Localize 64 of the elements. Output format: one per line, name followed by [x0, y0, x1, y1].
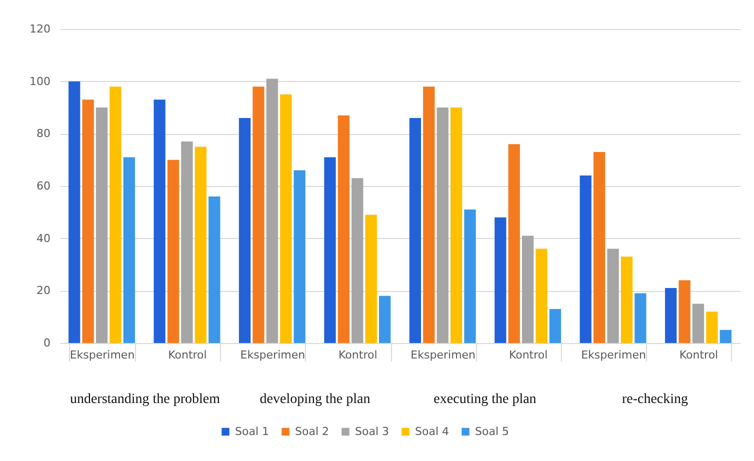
legend-label: Soal 1: [235, 424, 270, 438]
bar: [692, 304, 704, 343]
bar: [634, 293, 646, 343]
bar: [536, 248, 548, 343]
y-tick-label: 0: [44, 336, 50, 350]
x-tick-label: Eksperimen: [240, 348, 306, 362]
y-tick-label: 80: [36, 127, 50, 140]
bar: [208, 196, 220, 343]
x-tick-label: Kontrol: [508, 348, 548, 362]
bar: [194, 146, 206, 343]
bar: [620, 256, 633, 343]
bar: [665, 288, 677, 343]
bar: [154, 100, 166, 343]
bar: [68, 81, 80, 343]
bar: [280, 94, 292, 343]
bar: [266, 78, 278, 343]
bar: [378, 296, 391, 343]
bar: [580, 176, 592, 343]
x-tick-label: Eksperimen: [581, 348, 646, 362]
bar: [324, 157, 336, 343]
x-tick-label: Kontrol: [168, 348, 207, 362]
bar: [508, 144, 520, 343]
x-tick-label: Eksperimen: [410, 348, 476, 362]
legend-label: Soal 2: [295, 424, 330, 438]
bar: [167, 160, 180, 343]
x-tick-label: Kontrol: [338, 348, 378, 362]
bar: [522, 236, 534, 343]
x-tick-label: Eksperimen: [70, 348, 135, 362]
bar: [352, 178, 364, 343]
text: understanding the problem: [70, 392, 220, 408]
bar: [436, 108, 448, 343]
bar: [238, 118, 251, 343]
y-tick-label: 120: [30, 22, 50, 36]
bar: [181, 142, 193, 343]
bar: [409, 118, 422, 343]
text: developing the plan: [260, 392, 370, 408]
bar: [338, 115, 350, 343]
bar: [294, 170, 306, 343]
bar: [494, 217, 506, 343]
bar: [123, 157, 135, 343]
bar: [594, 152, 606, 343]
legend-label: Soal 4: [415, 424, 450, 438]
bar: [464, 210, 476, 343]
legend-label: Soal 5: [475, 424, 510, 438]
bar: [96, 108, 108, 343]
bar: [450, 108, 462, 343]
y-tick-label: 60: [36, 180, 50, 192]
y-tick-label: 20: [36, 284, 50, 298]
bar: [110, 86, 122, 343]
bar: [365, 214, 377, 343]
bar: [549, 308, 562, 343]
bar: [706, 312, 718, 343]
bar: [720, 330, 732, 343]
text: executing the plan: [434, 392, 536, 408]
text: re-checking: [622, 392, 688, 408]
x-tick-label: Kontrol: [679, 348, 718, 362]
bar: [82, 100, 94, 343]
bar: [678, 280, 690, 343]
legend-label: Soal 3: [355, 424, 390, 438]
y-tick-label: 100: [30, 74, 50, 88]
bar: [607, 248, 619, 343]
bar: [423, 86, 435, 343]
bar: [252, 86, 264, 343]
y-tick-label: 40: [36, 232, 50, 245]
